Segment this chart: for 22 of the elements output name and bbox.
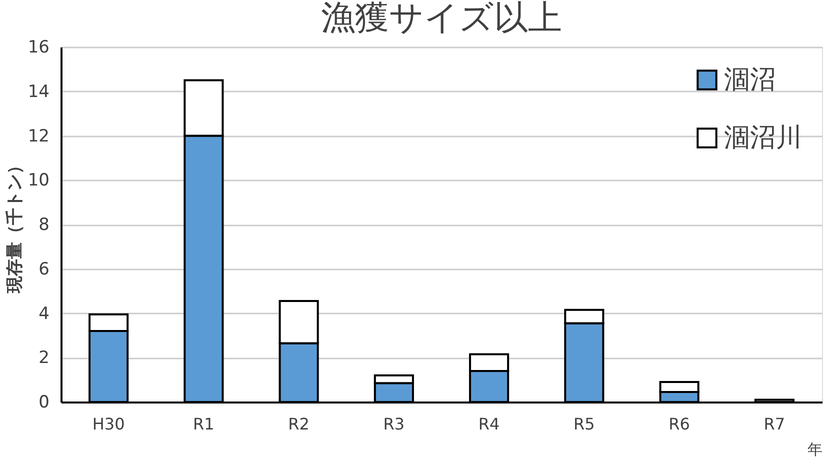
x-axis-title: 年 — [808, 440, 822, 458]
x-tick-label: R2 — [288, 414, 310, 434]
y-tick-label: 12 — [28, 126, 50, 146]
x-tick-label: R6 — [668, 414, 690, 434]
chart-title: 漁獲サイズ以上 — [321, 0, 562, 38]
x-tick-label: R5 — [574, 414, 595, 434]
y-tick-label: 0 — [38, 392, 50, 412]
x-tick-label: R7 — [764, 414, 786, 434]
legend-label: 涸沼川 — [724, 123, 802, 153]
y-tick-label: 4 — [38, 304, 50, 324]
y-tick-label: 8 — [38, 215, 50, 235]
y-tick-label: 6 — [38, 259, 50, 280]
x-tick-label: R3 — [383, 414, 405, 434]
y-tick-label: 14 — [28, 82, 50, 102]
x-tick-label: H30 — [92, 414, 125, 434]
x-tick-label: R4 — [478, 414, 500, 434]
y-axis-title: 現存量（千トン） — [4, 157, 25, 294]
x-tick-label: R1 — [193, 414, 214, 434]
legend-label: 涸沼 — [724, 65, 776, 95]
y-tick-label: 2 — [38, 348, 50, 368]
y-tick-label: 10 — [28, 170, 50, 191]
y-tick-label: 16 — [28, 38, 50, 58]
